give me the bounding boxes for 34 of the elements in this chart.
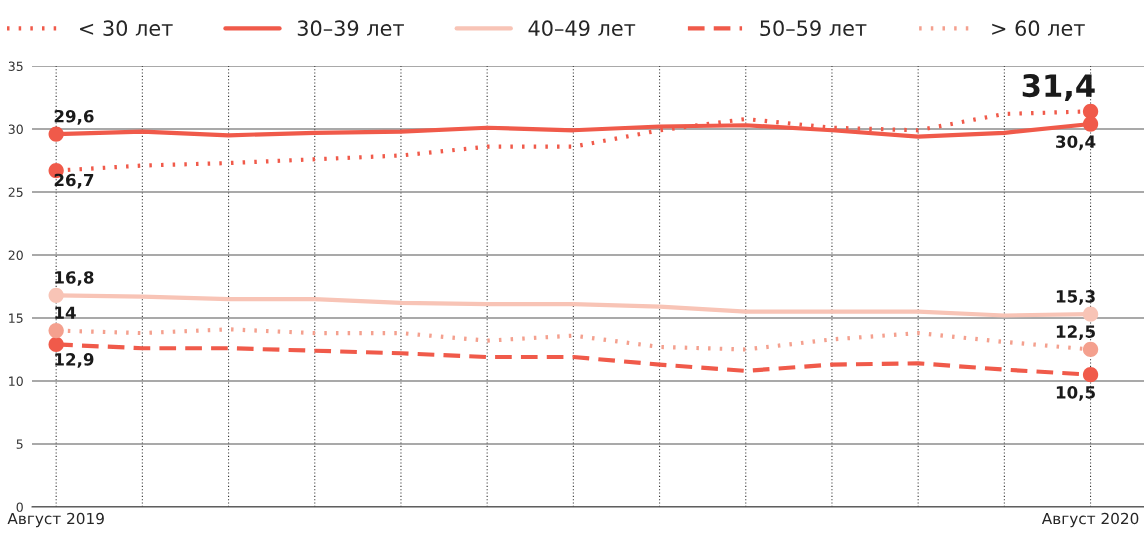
data-label: 10,5: [1056, 386, 1095, 401]
x-tick-label: Август 2019: [7, 512, 104, 528]
legend-label: 30–39 лет: [297, 20, 404, 37]
legend-label: 40–49 лет: [528, 20, 636, 37]
y-tick-label: 30: [8, 124, 23, 134]
point: [48, 336, 64, 353]
point: [1082, 103, 1099, 120]
data-label: 15,3: [1056, 290, 1095, 305]
legend-label: 50–59 лет: [760, 20, 867, 37]
data-label: 16,8: [55, 271, 94, 286]
point: [1082, 116, 1099, 132]
y-tick-label: 35: [8, 61, 23, 71]
y-tick-label: 15: [9, 313, 23, 323]
data-label: 12,9: [55, 353, 94, 368]
data-label: 26,7: [54, 173, 94, 189]
point: [1082, 306, 1099, 322]
y-tick-label: 10: [9, 376, 23, 386]
legend-label: > 60 лет: [992, 20, 1085, 37]
point: [48, 287, 64, 303]
data-label: 12,5: [1056, 325, 1095, 341]
data-label: 29,6: [54, 109, 94, 125]
point: [48, 126, 64, 142]
y-tick-label: 20: [8, 250, 23, 260]
x-tick-label: Август 2020: [1041, 512, 1139, 528]
data-label: 31,4: [1022, 74, 1095, 102]
point: [1082, 367, 1099, 383]
legend-label: < 30 лет: [80, 20, 173, 37]
data-label: 14: [55, 306, 76, 319]
data-label: 30,4: [1056, 135, 1096, 151]
y-tick-label: 5: [16, 439, 23, 449]
y-tick-label: 25: [8, 187, 23, 197]
y-tick-label: 0: [16, 502, 23, 512]
point: [1082, 341, 1099, 358]
point: [48, 322, 64, 339]
